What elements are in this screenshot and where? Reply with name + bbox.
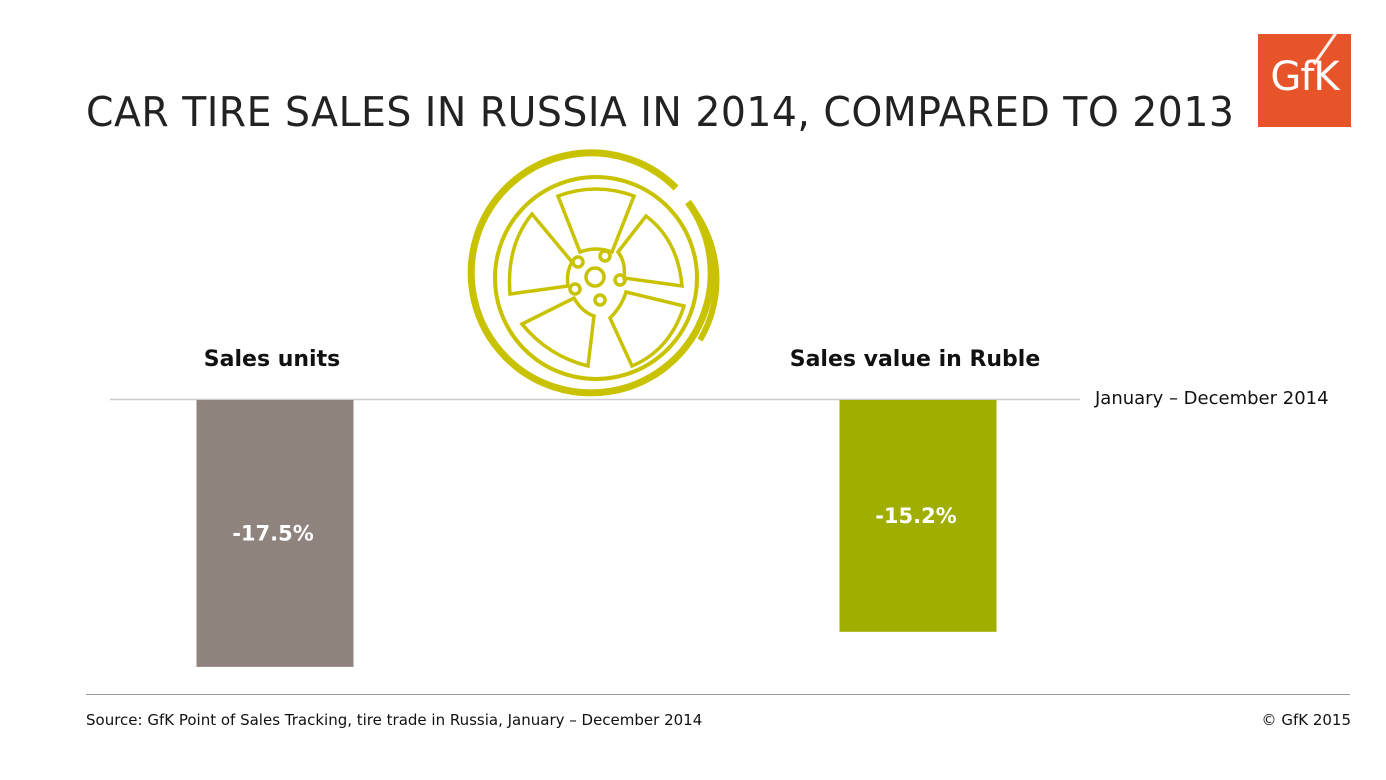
- source-note: Source: GfK Point of Sales Tracking, tir…: [86, 711, 703, 729]
- bar-value: [839, 400, 997, 632]
- bars-group: Sales units -17.5% Sales value in Ruble -15…: [196, 347, 1041, 667]
- copyright-note: © GfK 2015: [1261, 711, 1351, 729]
- category-label-units: Sales units: [204, 347, 340, 372]
- tire-rim-icon: [467, 149, 720, 397]
- logo-text: GfK: [1270, 54, 1339, 100]
- baseline-period-label: January – December 2014: [1094, 388, 1329, 409]
- data-label-value: -15.2%: [875, 504, 957, 528]
- category-label-value: Sales value in Ruble: [790, 347, 1041, 372]
- chart-title: CAR TIRE SALES IN RUSSIA IN 2014, COMPAR…: [86, 88, 1235, 136]
- bar-units: [196, 400, 354, 667]
- footer-divider: [86, 694, 1350, 695]
- gfk-logo: GfK: [1258, 34, 1351, 127]
- data-label-units: -17.5%: [232, 521, 314, 545]
